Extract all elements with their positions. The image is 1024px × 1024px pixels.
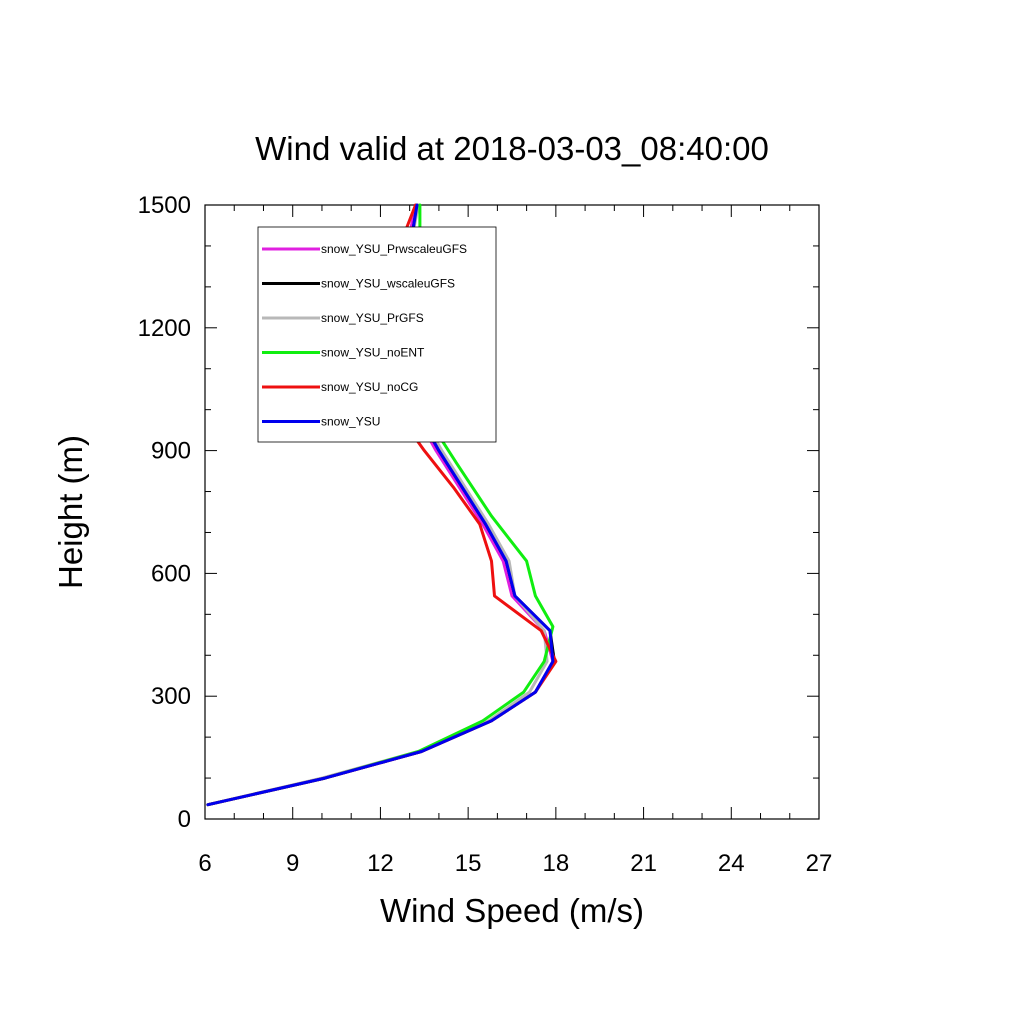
legend-label: snow_YSU_noENT [321, 346, 425, 360]
axis-tick-labels: 6 9 12 15 18 21 24 27 0 300 600 900 1200 1500 [138, 192, 833, 877]
y-tick-label: 0 [178, 806, 191, 833]
legend-label: snow_YSU_PrGFS [321, 311, 424, 325]
legend-label: snow_YSU_PrwscaleuGFS [321, 242, 467, 256]
x-tick-label: 15 [455, 850, 482, 877]
y-axis-label: Height (m) [52, 435, 89, 589]
x-tick-label: 12 [367, 850, 394, 877]
x-tick-label: 6 [198, 850, 211, 877]
x-tick-label: 9 [286, 850, 299, 877]
axis-ticks [204, 204, 820, 820]
legend-label: snow_YSU [321, 415, 380, 429]
y-tick-label: 900 [151, 438, 191, 465]
x-axis-label: Wind Speed (m/s) [380, 892, 644, 929]
y-tick-label: 600 [151, 560, 191, 587]
legend-box [257, 226, 497, 443]
y-tick-label: 300 [151, 683, 191, 710]
legend-label: snow_YSU_noCG [321, 380, 418, 394]
plot-area [204, 204, 820, 820]
y-tick-label: 1200 [138, 315, 191, 342]
y-tick-label: 1500 [138, 192, 191, 219]
x-tick-label: 21 [630, 850, 657, 877]
chart-title: Wind valid at 2018-03-03_08:40:00 [255, 130, 769, 167]
legend: snow_YSU_PrwscaleuGFS snow_YSU_wscaleuGFS… [257, 226, 497, 443]
x-tick-label: 27 [806, 850, 833, 877]
x-tick-label: 24 [718, 850, 745, 877]
legend-label: snow_YSU_wscaleuGFS [321, 277, 455, 291]
x-tick-label: 18 [543, 850, 570, 877]
